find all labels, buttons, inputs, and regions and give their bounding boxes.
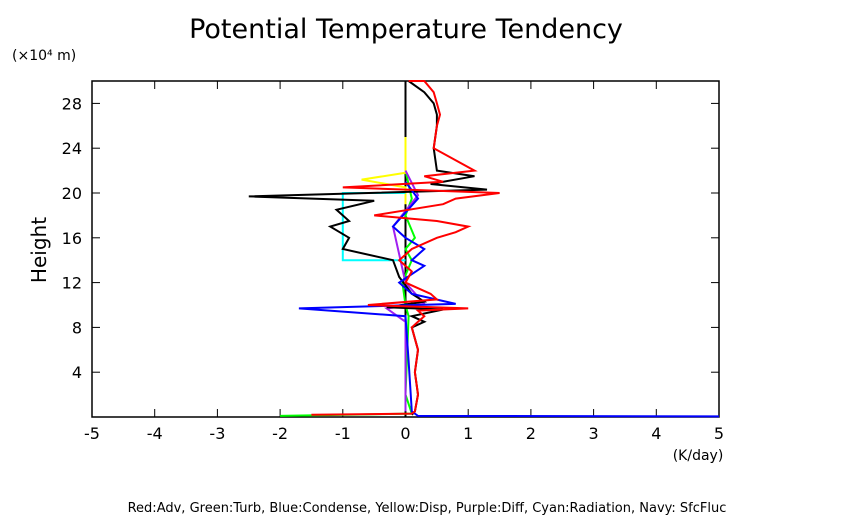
y-tick-label: 24 xyxy=(62,139,82,158)
y-tick-label: 20 xyxy=(62,184,82,203)
x-tick-label: 4 xyxy=(651,424,661,443)
x-tick-label: -4 xyxy=(147,424,163,443)
x-tick-label: -5 xyxy=(84,424,100,443)
y-tick-label: 8 xyxy=(72,318,82,337)
x-tick-label: -1 xyxy=(335,424,351,443)
y-tick-label: 4 xyxy=(72,363,82,382)
y-tick-label: 16 xyxy=(62,229,82,248)
profile-line xyxy=(361,137,407,205)
x-tick-label: 2 xyxy=(526,424,536,443)
profile-line xyxy=(248,80,488,416)
x-tick-label: -3 xyxy=(209,424,225,443)
x-tick-label: 3 xyxy=(589,424,599,443)
y-tick-label: 12 xyxy=(62,274,82,293)
y-axis-label: Height xyxy=(27,217,51,283)
profile-line xyxy=(311,80,500,416)
profile-line xyxy=(384,170,427,412)
y-unit: (×10⁴ m) xyxy=(12,48,76,64)
y-tick-label: 28 xyxy=(62,94,82,113)
x-tick-label: 1 xyxy=(463,424,473,443)
x-tick-label: 5 xyxy=(714,424,724,443)
legend-text: Red:Adv, Green:Turb, Blue:Condense, Yell… xyxy=(128,501,727,516)
chart-title: Potential Temperature Tendency xyxy=(189,14,623,45)
profile-line xyxy=(298,181,720,418)
x-tick-label: 0 xyxy=(400,424,410,443)
x-tick-label: -2 xyxy=(272,424,288,443)
x-axis-label: (K/day) xyxy=(673,448,724,464)
